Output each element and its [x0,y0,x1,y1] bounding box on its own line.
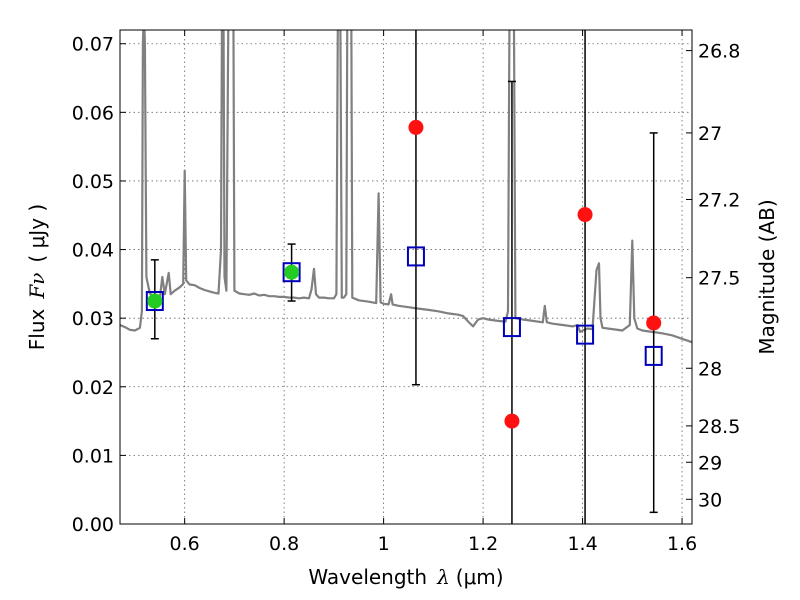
non-detection-point [646,315,662,331]
y-tick-label: 0.05 [72,171,114,193]
model-photometry-square [282,262,301,283]
marker-layer [145,30,663,524]
y2-axis-label: Magnitude (AB) [755,199,779,354]
y-tick-label: 0.02 [72,377,114,399]
x-tick-label: 1.4 [567,533,597,555]
y-tick-label: 0.03 [72,308,114,330]
y2-tick-label: 27 [698,123,722,145]
y2-tick-label: 26.8 [698,41,740,63]
model-photometry-square [576,324,595,345]
y2-tick-label: 27.5 [698,268,740,290]
y-tick-label: 0.04 [72,240,114,262]
detection-point [284,264,300,280]
x-tick-label: 1.6 [667,533,697,555]
y2-tick-label: 27.2 [698,189,740,211]
model-photometry-square [145,291,164,312]
axes: 0.6 0.8 1 1.2 1.4 1.6 0.00 0.01 0.02 0.03 0.04 0.05… [72,30,740,555]
x-tick-label: 1 [378,533,390,555]
y2-tick-label: 29 [698,452,722,474]
non-detection-point [577,207,593,223]
non-detection-point [504,413,520,429]
model-photometry-square [406,246,425,267]
plot-area [120,30,692,344]
y2-tick-label: 28.5 [698,416,740,438]
y-tick-label: 0.06 [72,102,114,124]
x-tick-label: 0.8 [269,533,299,555]
y-tick-label: 0.01 [72,445,114,467]
non-detection-point [408,119,424,135]
y-tick-label: 0.07 [72,34,114,56]
y-axis-label: FluxFν( μJy ) [25,204,49,350]
x-tick-label: 0.6 [170,533,200,555]
plot-frame [119,29,693,525]
x-tick-label: 1.2 [468,533,498,555]
y2-tick-label: 30 [698,489,722,511]
x-axis-label: Wavelength λ (μm) [308,565,503,589]
model-photometry-square [502,317,521,338]
model-spectrum-line [120,30,692,344]
y-tick-label: 0.00 [72,514,114,536]
y2-tick-label: 28 [698,358,722,380]
detection-point [147,293,163,309]
model-photometry-square [644,345,663,366]
